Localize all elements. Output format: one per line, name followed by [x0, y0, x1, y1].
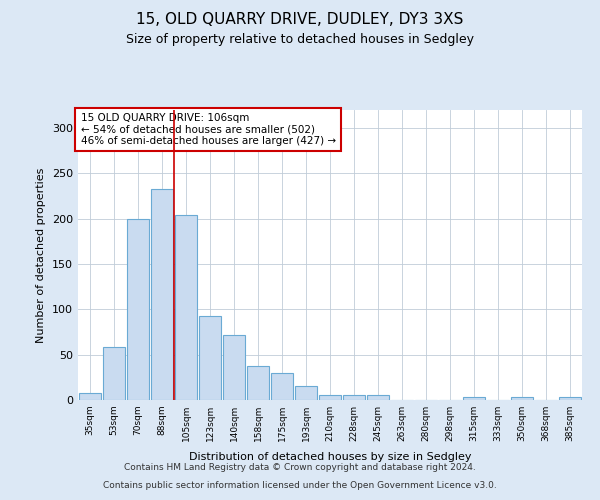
Bar: [103, 348, 125, 400]
Bar: [247, 366, 269, 400]
Text: Size of property relative to detached houses in Sedgley: Size of property relative to detached ho…: [126, 32, 474, 46]
Bar: [463, 398, 485, 400]
Bar: [223, 335, 245, 400]
Bar: [343, 396, 365, 400]
Y-axis label: Number of detached properties: Number of detached properties: [37, 168, 46, 342]
Bar: [319, 394, 341, 400]
Bar: [271, 373, 293, 400]
Bar: [175, 215, 197, 400]
Bar: [127, 219, 149, 400]
Text: 15, OLD QUARRY DRIVE, DUDLEY, DY3 3XS: 15, OLD QUARRY DRIVE, DUDLEY, DY3 3XS: [136, 12, 464, 28]
Bar: [559, 398, 581, 400]
Bar: [295, 386, 317, 400]
Bar: [511, 398, 533, 400]
Text: 15 OLD QUARRY DRIVE: 106sqm
← 54% of detached houses are smaller (502)
46% of se: 15 OLD QUARRY DRIVE: 106sqm ← 54% of det…: [80, 113, 335, 146]
Bar: [151, 189, 173, 400]
Bar: [79, 393, 101, 400]
Bar: [199, 316, 221, 400]
X-axis label: Distribution of detached houses by size in Sedgley: Distribution of detached houses by size …: [189, 452, 471, 462]
Bar: [367, 396, 389, 400]
Text: Contains HM Land Registry data © Crown copyright and database right 2024.: Contains HM Land Registry data © Crown c…: [124, 464, 476, 472]
Text: Contains public sector information licensed under the Open Government Licence v3: Contains public sector information licen…: [103, 481, 497, 490]
